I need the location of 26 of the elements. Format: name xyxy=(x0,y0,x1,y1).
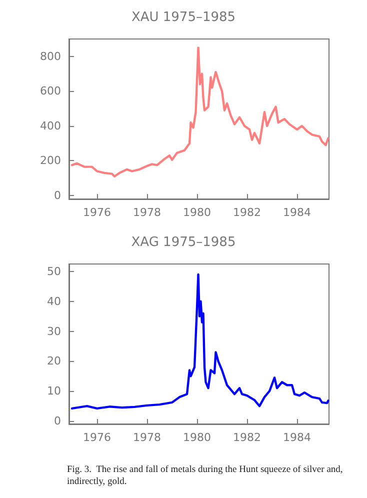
y-tick-label: 40 xyxy=(47,294,61,308)
caption: Fig. 3. The rise and fall of metals during the Hunt squeeze of silver and, indirectly, gold. xyxy=(67,465,346,487)
x-tick-label: 1984 xyxy=(283,206,311,219)
x-tick-label: 1976 xyxy=(83,431,111,444)
x-tick-label: 1984 xyxy=(283,431,311,444)
y-tick-label: 600 xyxy=(40,84,61,98)
x-tick-label: 1978 xyxy=(133,206,161,219)
y-tick-label: 10 xyxy=(47,384,61,398)
chart-title: XAU 1975–1985 xyxy=(131,10,236,25)
y-tick-label: 50 xyxy=(47,264,61,278)
y-tick-label: 30 xyxy=(47,324,61,338)
y-tick-label: 20 xyxy=(47,354,61,368)
chart-title: XAG 1975–1985 xyxy=(131,235,236,250)
y-tick-label: 200 xyxy=(40,154,61,168)
x-tick-label: 1980 xyxy=(183,206,211,219)
y-tick-label: 800 xyxy=(40,50,61,63)
y-tick-label: 400 xyxy=(40,119,61,132)
x-tick-label: 1982 xyxy=(233,431,261,444)
line-series xyxy=(70,273,330,410)
x-tick-label: 1982 xyxy=(233,206,261,219)
x-tick-label: 1978 xyxy=(133,431,161,444)
y-tick-label: 0 xyxy=(54,414,61,428)
line-series xyxy=(70,46,330,178)
x-tick-label: 1980 xyxy=(183,431,211,444)
x-tick-label: 1976 xyxy=(83,206,111,219)
y-tick-label: 0 xyxy=(54,189,61,202)
